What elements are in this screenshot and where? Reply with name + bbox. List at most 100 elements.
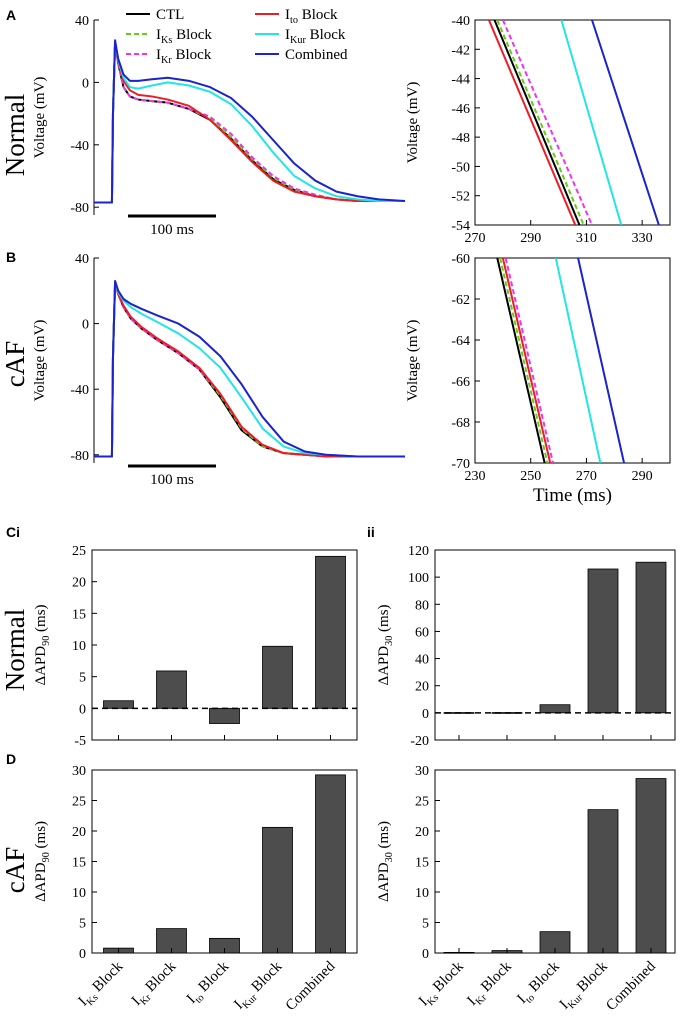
series-line-combined: [591, 20, 660, 225]
y-tick-label: 15: [72, 856, 86, 871]
x-tick-label: 270: [576, 469, 597, 484]
y-axis-label: Voltage (mV): [405, 82, 421, 164]
y-tick-label: 30: [72, 764, 86, 779]
series-line-ikr: [501, 20, 593, 225]
legend-label-ito: Ito Block: [285, 7, 338, 26]
row-label-normal-bottom: Normal: [0, 609, 30, 691]
x-tick-label: 270: [465, 231, 486, 246]
y-tick-label: 10: [415, 886, 429, 901]
x-tick-label: 310: [576, 231, 597, 246]
y-tick-label: -20: [410, 734, 429, 749]
bar-4: [315, 555, 346, 709]
series-line-ikr: [504, 258, 554, 463]
y-tick-label: 5: [79, 671, 86, 686]
bar-4: [635, 561, 667, 714]
scale-bar-label-a: 100 ms: [150, 222, 194, 238]
y-tick-label: 20: [415, 825, 429, 840]
x-category-label: IKr Block: [464, 958, 517, 1011]
x-category-label: IKs Block: [75, 958, 128, 1011]
y-tick-label: 30: [415, 764, 429, 779]
legend-label-ikr: IKr Block: [156, 47, 212, 66]
series-line-ito: [488, 20, 577, 225]
x-category-label: IKs Block: [416, 958, 469, 1011]
bar-2: [209, 707, 240, 724]
y-tick-label: 0: [422, 947, 429, 962]
y-tick-label: -50: [451, 160, 470, 175]
y-tick-label: 0: [422, 707, 429, 722]
x-category-label: Ito Block: [184, 958, 235, 1009]
y-tick-label: -68: [451, 416, 470, 431]
bar-0: [103, 700, 134, 709]
row-label-caf-bottom: cAF: [0, 847, 30, 894]
y-tick-label: -40: [451, 14, 470, 29]
x-category-label: IKur Block: [557, 958, 614, 1015]
y-tick-label: -62: [451, 293, 470, 308]
legend-label-combined: Combined: [285, 47, 348, 63]
y-tick-label: 20: [415, 680, 429, 695]
x-category-label: IKr Block: [129, 958, 182, 1011]
y-tick-label: -40: [70, 383, 89, 398]
y-tick-label: 40: [75, 14, 89, 29]
y-tick-label: 20: [72, 576, 86, 591]
series-line-combined: [94, 279, 405, 458]
y-tick-label: -52: [451, 190, 470, 205]
bar-1: [156, 670, 187, 709]
x-category-label: IKur Block: [231, 958, 288, 1015]
y-tick-label: -60: [451, 252, 470, 267]
y-tick-label: 0: [82, 76, 89, 91]
y-tick-label: 5: [422, 917, 429, 932]
series-line-ito: [501, 258, 552, 463]
panel-label-b: B: [6, 249, 16, 265]
y-axis-label: Voltage (mV): [32, 320, 48, 402]
series-line-combined: [94, 39, 405, 204]
y-tick-label: 25: [415, 795, 429, 810]
y-tick-label: 0: [79, 947, 86, 962]
y-tick-label: 10: [72, 639, 86, 654]
y-tick-label: -80: [70, 449, 89, 464]
plot-frame: [474, 257, 671, 464]
chart-ci: -5 0 5 10 15 20 25 ΔAPD90 (ms): [33, 544, 358, 749]
y-tick-label: 20: [72, 825, 86, 840]
y-tick-label: 25: [72, 795, 86, 810]
x-category-label: Combined: [603, 958, 659, 1014]
chart-b-left: 40 0 -40 -80 Voltage (mV): [32, 252, 405, 464]
row-label-normal-top: Normal: [0, 94, 30, 176]
y-tick-label: 0: [79, 702, 86, 717]
y-tick-label: 100: [408, 571, 429, 586]
bar-2: [539, 704, 571, 714]
x-tick-label: 290: [632, 469, 653, 484]
y-tick-label: 60: [415, 625, 429, 640]
series-line-combined: [577, 258, 626, 463]
y-tick-label: 5: [79, 917, 86, 932]
panel-label-ii: ii: [367, 524, 375, 540]
y-tick-label: -44: [451, 73, 470, 88]
bar-4: [635, 778, 667, 954]
y-tick-label: 15: [72, 607, 86, 622]
bar-3: [587, 568, 619, 714]
legend-label-ikur: IKur Block: [285, 27, 346, 46]
y-tick-label: -64: [451, 334, 470, 349]
series-line-ctl: [496, 258, 546, 463]
y-tick-label: -46: [451, 102, 470, 117]
panel-label-a: A: [6, 7, 16, 23]
y-axis-label: ΔAPD30 (ms): [376, 604, 395, 685]
y-tick-label: 10: [72, 886, 86, 901]
y-axis-label: ΔAPD90 (ms): [33, 821, 52, 902]
y-tick-label: -54: [451, 219, 470, 234]
bar-4: [315, 774, 346, 954]
y-tick-label: 15: [415, 856, 429, 871]
y-tick-label: -40: [70, 139, 89, 154]
bar-3: [262, 645, 293, 709]
bar-3: [262, 826, 293, 954]
chart-a-left: 40 0 -40 -80 Voltage (mV): [32, 14, 405, 216]
y-tick-label: -66: [451, 375, 470, 390]
series-line-ikur: [560, 20, 623, 225]
y-tick-label: 80: [415, 598, 429, 613]
series-line-iks: [499, 258, 549, 463]
y-tick-label: 0: [82, 318, 89, 333]
bar-3: [587, 809, 619, 954]
